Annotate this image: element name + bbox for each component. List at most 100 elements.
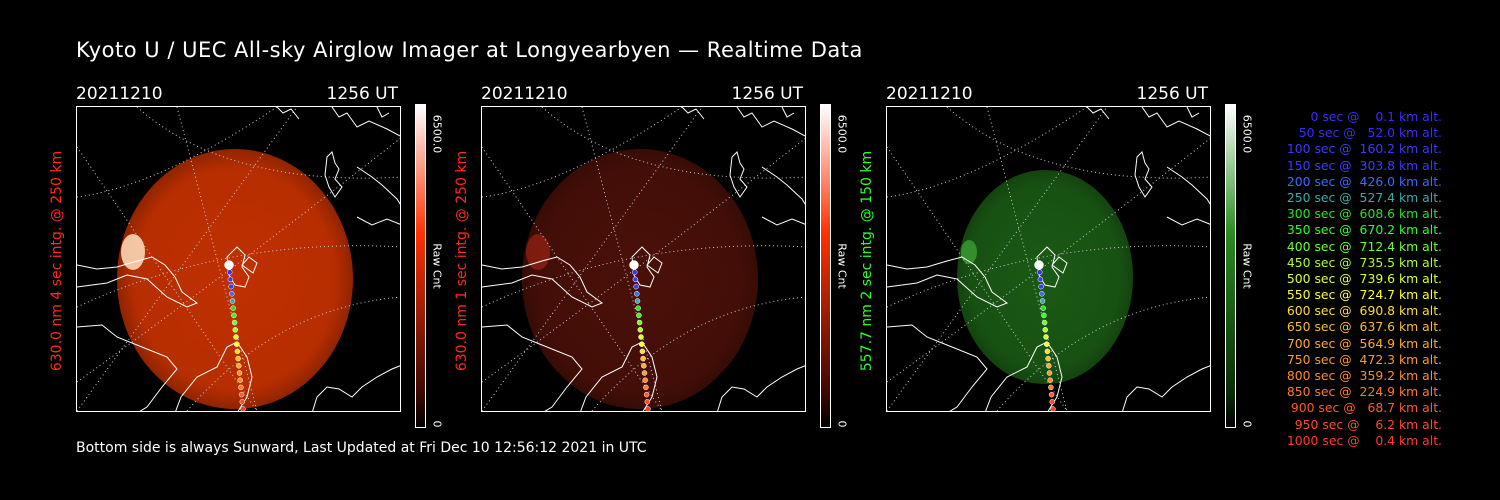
trajectory-point — [237, 377, 243, 383]
panel-date: 20211210 — [76, 84, 163, 104]
trajectory-point — [1034, 260, 1044, 270]
panel-time: 1256 UT — [731, 84, 804, 104]
trajectory-point — [1046, 370, 1053, 376]
grid-lines — [482, 107, 805, 411]
legend-row: 150 sec @ 303.8 km alt. — [1286, 157, 1442, 173]
trajectory-point — [632, 276, 639, 283]
trajectory-point — [1040, 305, 1046, 311]
trajectory-point — [643, 391, 650, 398]
trajectory-point — [233, 341, 240, 347]
colorbar-cbar-label: Raw Cnt — [1240, 243, 1254, 289]
trajectory-point — [240, 406, 246, 411]
colorbar — [415, 104, 426, 428]
trajectory-point — [1037, 276, 1044, 283]
colorbar-cbar-label: Raw Cnt — [835, 243, 849, 289]
legend-row: 900 sec @ 68.7 km alt. — [1290, 400, 1442, 416]
trajectory-point — [633, 283, 639, 290]
trajectory-point — [1050, 406, 1056, 411]
airglow-field — [957, 170, 1133, 384]
colorbar-cbar-max: 6500.0 — [1240, 114, 1254, 154]
legend-row: 200 sec @ 426.0 km alt. — [1286, 173, 1442, 189]
trajectory-point — [233, 334, 239, 340]
trajectory-point — [639, 348, 646, 355]
trajectory-point — [1044, 348, 1051, 355]
trajectory-point — [641, 370, 648, 376]
trajectory-point — [645, 406, 651, 411]
legend-row: 550 sec @ 724.7 km alt. — [1286, 287, 1442, 303]
trajectory-point — [1039, 298, 1046, 304]
trajectory-point — [1045, 355, 1051, 362]
trajectory-point — [631, 269, 638, 275]
colorbar — [1225, 104, 1236, 428]
coastlines — [887, 107, 1210, 411]
trajectory-point — [229, 291, 235, 297]
trajectory-point — [1046, 363, 1052, 369]
bright-spot — [961, 240, 977, 264]
legend-row: 50 sec @ 52.0 km alt. — [1298, 125, 1442, 141]
legend-row: 100 sec @ 160.2 km alt. — [1286, 141, 1442, 157]
trajectory-point — [231, 312, 237, 319]
grid-lines — [77, 107, 400, 411]
legend-row: 800 sec @ 359.2 km alt. — [1286, 368, 1442, 383]
legend-row: 500 sec @ 739.6 km alt. — [1286, 270, 1442, 286]
legend-row: 350 sec @ 670.2 km alt. — [1286, 222, 1442, 238]
colorbar-cbar-max: 6500.0 — [835, 114, 849, 154]
trajectory-point — [1043, 341, 1050, 347]
trajectory — [224, 260, 246, 411]
trajectory-point — [634, 298, 641, 304]
coastlines — [482, 107, 805, 411]
trajectory-point — [238, 391, 245, 398]
trajectory-point — [1039, 291, 1045, 297]
trajectory-point — [236, 363, 242, 369]
trajectory-point — [232, 327, 239, 333]
legend-row: 850 sec @ 224.9 km alt. — [1286, 384, 1442, 400]
allsky-image — [481, 106, 806, 412]
panel-time: 1256 UT — [326, 84, 399, 104]
trajectory-point — [636, 312, 642, 319]
colorbar-cbar-min: 0 — [1240, 420, 1254, 428]
trajectory-point — [629, 260, 639, 270]
coastlines — [77, 107, 400, 411]
trajectory-point — [226, 269, 233, 275]
trajectory-point — [229, 298, 236, 304]
allsky-image — [76, 106, 401, 412]
legend-row: 300 sec @ 608.6 km alt. — [1286, 206, 1442, 222]
trajectory-point — [1042, 327, 1049, 333]
colorbar-cbar-min: 0 — [835, 420, 849, 428]
trajectory-point — [1038, 283, 1044, 290]
bright-spot — [121, 234, 145, 270]
trajectory-point — [638, 334, 644, 340]
airglow-panel: 20211210 1256 UT 630.0 nm 4 sec intg. @ 25… — [49, 84, 496, 434]
airglow-field — [522, 149, 758, 409]
panel-ylabel: 630.0 nm 1 sec intg. @ 250 km — [454, 150, 470, 372]
bright-spot — [526, 234, 550, 270]
trajectory-point — [239, 399, 246, 405]
legend-row: 450 sec @ 735.5 km alt. — [1286, 254, 1442, 270]
trajectory — [1034, 260, 1056, 411]
trajectory-point — [1041, 312, 1047, 319]
panel-time: 1256 UT — [1136, 84, 1209, 104]
trajectory-point — [636, 319, 643, 326]
trajectory-point — [1048, 391, 1055, 398]
trajectory-point — [1043, 334, 1049, 340]
footer-status: Bottom side is always Sunward, Last Upda… — [76, 440, 647, 456]
colorbar — [820, 104, 831, 428]
airglow-panel: 20211210 1256 UT 557.7 nm 2 sec intg. @ 15… — [859, 84, 1306, 434]
trajectory-point — [1049, 399, 1056, 405]
airglow-panel: 20211210 1256 UT 630.0 nm 1 sec intg. @ 25… — [454, 84, 901, 434]
trajectory-point — [642, 377, 648, 383]
legend-row: 600 sec @ 690.8 km alt. — [1286, 303, 1442, 319]
trajectory-point — [234, 348, 241, 355]
colorbar-cbar-min: 0 — [430, 420, 444, 428]
trajectory-point — [228, 283, 234, 290]
trajectory-point — [640, 355, 646, 362]
trajectory-point — [227, 276, 234, 283]
trajectory-point — [224, 260, 234, 270]
legend-row: 0 sec @ 0.1 km alt. — [1310, 109, 1442, 124]
trajectory-point — [1047, 377, 1053, 383]
trajectory-point — [230, 305, 236, 311]
trajectory-point — [236, 370, 243, 376]
legend-row: 950 sec @ 6.2 km alt. — [1294, 416, 1442, 432]
allsky-image — [886, 106, 1211, 412]
panel-date: 20211210 — [886, 84, 973, 104]
